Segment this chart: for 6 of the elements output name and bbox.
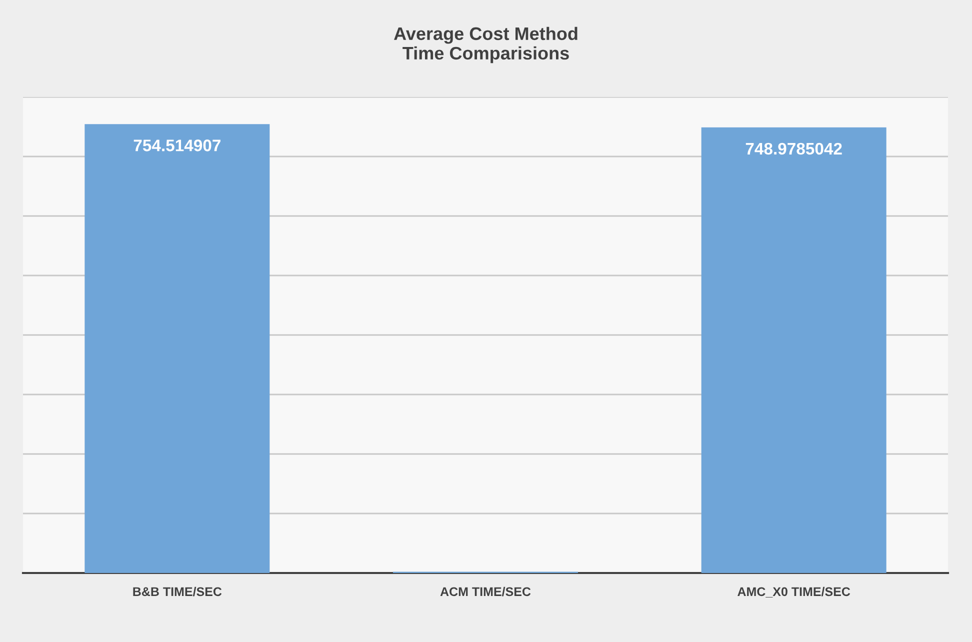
chart-title: Average Cost Method Time Comparisions: [394, 26, 578, 64]
x-tick-label: ACM TIME/SEC: [440, 586, 531, 596]
data-label: 748.9785042: [746, 142, 842, 155]
data-label: 754.514907: [134, 140, 220, 152]
x-tick-label: AMC_X0 TIME/SEC: [738, 586, 850, 598]
x-tick-label: B&B TIME/SEC: [133, 586, 222, 596]
